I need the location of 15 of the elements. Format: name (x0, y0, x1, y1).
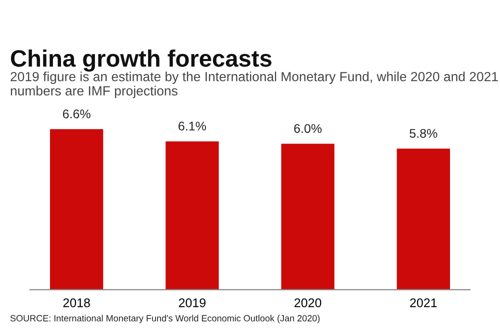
bar (396, 148, 450, 290)
source-note: SOURCE: International Monetary Fund's World Economic Outlook (Jan 2020) (10, 314, 320, 324)
data-label: 6.6% (62, 110, 90, 118)
x-tick-label: 2020 (294, 298, 322, 308)
x-tick-label: 2019 (178, 298, 206, 308)
data-label: 6.1% (178, 122, 206, 131)
bar (281, 144, 334, 290)
bar (50, 129, 104, 290)
data-label: 5.8% (410, 128, 438, 138)
chart-subtitle: 2019 figure is an estimate by the International Monetary Fund, while 2020 and 2021 numbers are IMF projections (10, 72, 498, 98)
chart-title: China growth forecasts (10, 49, 272, 72)
bar (166, 141, 219, 290)
x-tick-label: 2018 (63, 298, 90, 308)
data-label: 6.0% (294, 124, 322, 133)
x-tick-label: 2021 (410, 298, 437, 308)
